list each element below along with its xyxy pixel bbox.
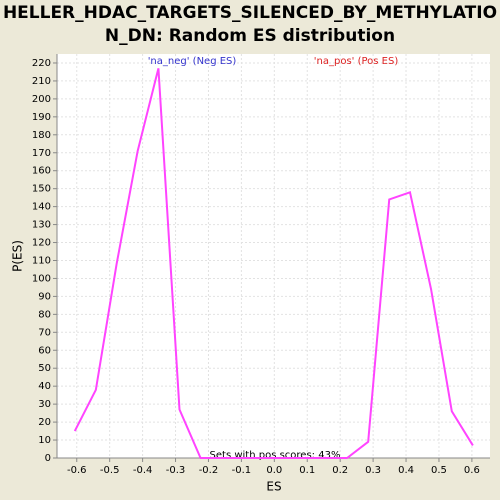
- y-tick-label: 70: [38, 327, 51, 338]
- y-tick-label: 0: [45, 453, 51, 464]
- x-tick-label: -0.3: [166, 465, 186, 476]
- y-tick-label: 210: [32, 76, 51, 87]
- y-tick-label: 20: [38, 417, 51, 428]
- line-series: [73, 68, 474, 459]
- x-tick-label: -0.1: [232, 465, 252, 476]
- y-tick-label: 50: [38, 363, 51, 374]
- y-tick-label: 190: [32, 112, 51, 123]
- y-axis-label: P(ES): [11, 240, 25, 272]
- y-tick-label: 100: [32, 273, 51, 284]
- chart-title: N_DN: Random ES distribution: [105, 26, 395, 46]
- y-tick-label: 10: [38, 435, 51, 446]
- y-tick-label: 60: [38, 345, 51, 356]
- y-tick-label: 220: [32, 58, 51, 69]
- y-tick-label: 170: [32, 148, 51, 159]
- x-tick-label: -0.4: [133, 465, 153, 476]
- y-tick-label: 80: [38, 309, 51, 320]
- x-tick-label: 0.6: [464, 465, 480, 476]
- x-tick-label: -0.2: [199, 465, 219, 476]
- plot-area: [57, 54, 490, 458]
- y-tick-label: 160: [32, 166, 51, 177]
- y-tick-label: 120: [32, 238, 51, 249]
- y-tick-label: 90: [38, 291, 51, 302]
- x-tick-label: -0.5: [100, 465, 120, 476]
- y-tick-label: 180: [32, 130, 51, 141]
- chart-title: HELLER_HDAC_TARGETS_SILENCED_BY_METHYLAT…: [3, 3, 497, 23]
- y-tick-label: 40: [38, 381, 51, 392]
- annotation: Sets with pos scores: 43%: [210, 450, 341, 461]
- x-tick-label: 0.1: [299, 465, 315, 476]
- y-tick-label: 140: [32, 202, 51, 213]
- y-tick-label: 150: [32, 184, 51, 195]
- x-tick-label: -0.6: [67, 465, 87, 476]
- y-tick-label: 110: [32, 255, 51, 266]
- x-tick-label: 0.4: [398, 465, 414, 476]
- annotation: 'na_neg' (Neg ES): [148, 56, 237, 67]
- x-axis-label: ES: [266, 480, 281, 494]
- annotation: 'na_pos' (Pos ES): [314, 56, 399, 67]
- y-tick-label: 130: [32, 220, 51, 231]
- x-tick-label: 0.3: [365, 465, 381, 476]
- x-tick-label: 0.0: [266, 465, 282, 476]
- y-tick-label: 30: [38, 399, 51, 410]
- y-tick-label: 200: [32, 94, 51, 105]
- x-tick-label: 0.2: [332, 465, 348, 476]
- x-tick-label: 0.5: [431, 465, 447, 476]
